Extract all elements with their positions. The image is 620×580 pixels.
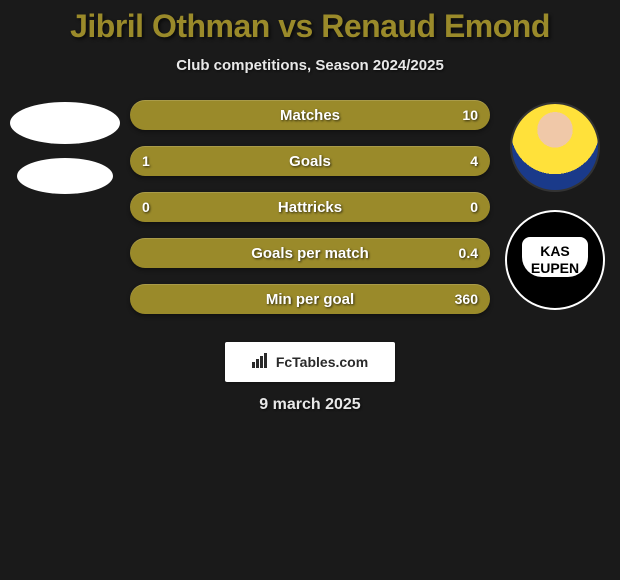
stat-right-value: 0: [470, 199, 478, 215]
stat-row-goals: 1 Goals 4: [130, 146, 490, 176]
stat-label: Hattricks: [278, 199, 342, 216]
stat-right-value: 10: [462, 107, 478, 123]
stat-left-value: 0: [142, 199, 150, 215]
stat-row-hattricks: 0 Hattricks 0: [130, 192, 490, 222]
stat-row-min-per-goal: Min per goal 360: [130, 284, 490, 314]
player-left-silhouette: [10, 102, 120, 144]
bar-chart-icon: [252, 352, 270, 373]
stat-label: Min per goal: [266, 291, 354, 308]
stat-right-value: 4: [470, 153, 478, 169]
brand-label: FcTables.com: [276, 354, 368, 370]
comparison-card: Jibril Othman vs Renaud Emond Club compe…: [0, 0, 620, 414]
stat-row-matches: Matches 10: [130, 100, 490, 130]
subtitle: Club competitions, Season 2024/2025: [0, 57, 620, 74]
club-badge-line2: EUPEN: [531, 261, 579, 276]
club-left-silhouette: [17, 158, 113, 194]
stat-label: Matches: [280, 107, 340, 124]
stat-left-value: 1: [142, 153, 150, 169]
date-label: 9 march 2025: [0, 396, 620, 414]
comparison-grid: Matches 10 1 Goals 4 0 Hattricks 0 Goals…: [0, 96, 620, 334]
player-left-column: [0, 96, 130, 208]
stat-row-goals-per-match: Goals per match 0.4: [130, 238, 490, 268]
club-badge-line1: KAS: [531, 244, 579, 259]
player-right-photo: [510, 102, 600, 192]
page-title: Jibril Othman vs Renaud Emond: [0, 8, 620, 45]
stat-right-value: 0.4: [459, 245, 478, 261]
stat-right-value: 360: [455, 291, 478, 307]
stat-bars: Matches 10 1 Goals 4 0 Hattricks 0 Goals…: [130, 96, 490, 334]
club-right-badge: KAS EUPEN: [505, 210, 605, 310]
brand-badge: FcTables.com: [225, 342, 395, 382]
player-right-column: KAS EUPEN: [490, 96, 620, 310]
stat-label: Goals per match: [251, 245, 369, 262]
stat-label: Goals: [289, 153, 331, 170]
